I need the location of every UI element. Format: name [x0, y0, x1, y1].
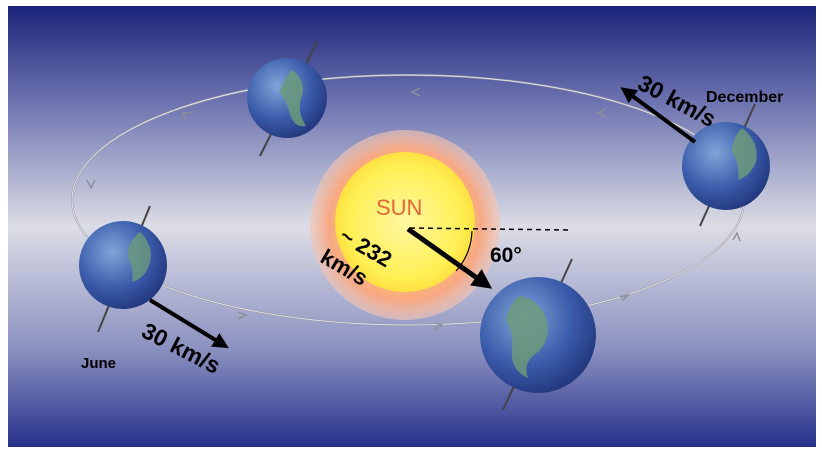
earth-icon: [682, 103, 770, 227]
december-label: December: [706, 89, 783, 106]
orbit-arrow: [410, 87, 421, 97]
orbit-arrow: [433, 322, 445, 330]
orbit-arrow: [237, 311, 248, 320]
earth-icon: [480, 258, 596, 411]
earth-icon: [79, 205, 167, 333]
angle-label: 60°: [490, 244, 522, 267]
orbit-arrow: [732, 231, 741, 242]
sun-icon: [310, 130, 500, 320]
orbit-arrow: [619, 293, 631, 302]
december-velocity-arrow: [620, 87, 697, 144]
angle-arc: [455, 230, 473, 272]
june-label: June: [81, 355, 116, 372]
orbit-arrow: [181, 112, 192, 122]
orbit-arrow: [86, 179, 96, 190]
orbit-arrow: [596, 108, 607, 118]
orbit-direction-arrows: [86, 87, 741, 330]
sun-velocity-arrow: [406, 226, 493, 289]
sun-label: SUN: [376, 195, 422, 220]
june-velocity-arrow: [148, 298, 229, 349]
earth-icon: [247, 41, 327, 157]
